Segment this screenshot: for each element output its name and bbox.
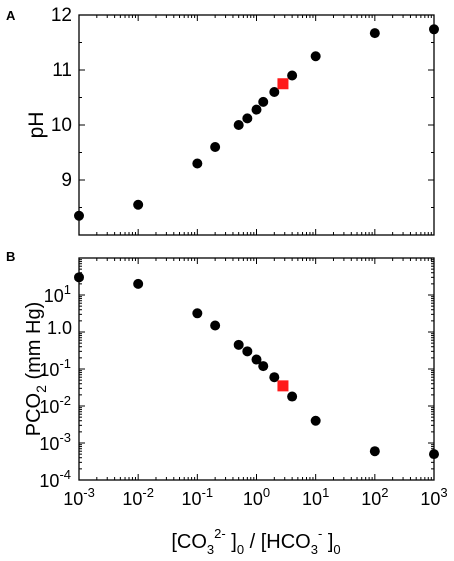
panel-b-point — [369, 446, 380, 457]
panel-b-point — [233, 339, 244, 350]
panel-a-ytick-label: 11 — [52, 60, 72, 81]
panel-b-xtick-label: 101 — [302, 485, 329, 509]
panel-b-point — [242, 346, 253, 357]
panel-letter-a: A — [6, 8, 16, 23]
panel-a-point — [287, 70, 298, 81]
panel-b-point — [287, 391, 298, 402]
panel-b-point — [192, 308, 203, 319]
panel-b-ytick-label: 101 — [44, 282, 71, 306]
panel-a-point — [233, 120, 244, 130]
panel-b-xlabel: [CO32- ]0 / [HCO3- ]0 — [171, 526, 340, 557]
panel-a-point — [210, 142, 221, 152]
panel-b-xtick-label: 10-3 — [63, 485, 95, 509]
panel-a-point-highlight — [277, 78, 289, 90]
panel-b-point — [429, 449, 439, 460]
panel-b-xtick-label: 10-2 — [122, 485, 154, 509]
panel-a-ytick-label: 9 — [61, 170, 72, 191]
panel-a-points — [74, 24, 439, 221]
panel-b-ytick-label: 10-1 — [39, 356, 71, 380]
panel-b-point — [210, 320, 221, 331]
panel-a-point — [369, 28, 380, 39]
panel-b-xtick-label: 103 — [420, 485, 447, 509]
panel-a-point — [251, 104, 262, 115]
panel-b-point — [251, 354, 262, 365]
panel-letter-b: B — [6, 249, 15, 264]
panel-a-point — [429, 24, 439, 35]
panel-a-point — [258, 96, 269, 107]
panel-a: A 9 10 11 12 pH — [6, 5, 439, 236]
panel-a-point — [310, 51, 321, 62]
panel-b-points — [74, 272, 439, 460]
panel-b-ytick-label: 1.0 — [47, 318, 72, 338]
panel-b-xtick-label: 100 — [243, 485, 270, 509]
panel-b-point — [310, 415, 321, 426]
panel-b-point-highlight — [277, 380, 289, 392]
panel-a-point — [269, 87, 280, 97]
panel-b-frame — [78, 257, 435, 481]
panel-b-point — [74, 272, 84, 283]
panel-b-point — [269, 372, 280, 383]
panel-b-xtick-label: 10-1 — [182, 485, 214, 509]
panel-a-point — [74, 210, 84, 221]
panel-a-point — [192, 158, 203, 169]
panel-b-ytick-label: 10-3 — [39, 430, 71, 454]
panel-a-ytick-label: 12 — [51, 5, 72, 26]
panel-a-ylabel: pH — [25, 112, 48, 139]
panel-a-point — [133, 199, 144, 210]
panel-b-ytick-label: 10-2 — [39, 393, 71, 417]
panel-b-ytick-label: 10-4 — [39, 467, 71, 491]
panel-b-ylabel: PCO2 (mm Hg) — [23, 302, 49, 436]
panel-a-ytick-label: 10 — [51, 115, 72, 136]
panel-b-xtick-label: 102 — [361, 485, 388, 509]
panel-b-point — [133, 278, 144, 289]
panel-a-frame — [78, 14, 435, 236]
panel-b-point — [258, 361, 269, 372]
panel-a-point — [242, 113, 253, 124]
panel-a-ticks: 9 10 11 12 — [51, 5, 435, 236]
